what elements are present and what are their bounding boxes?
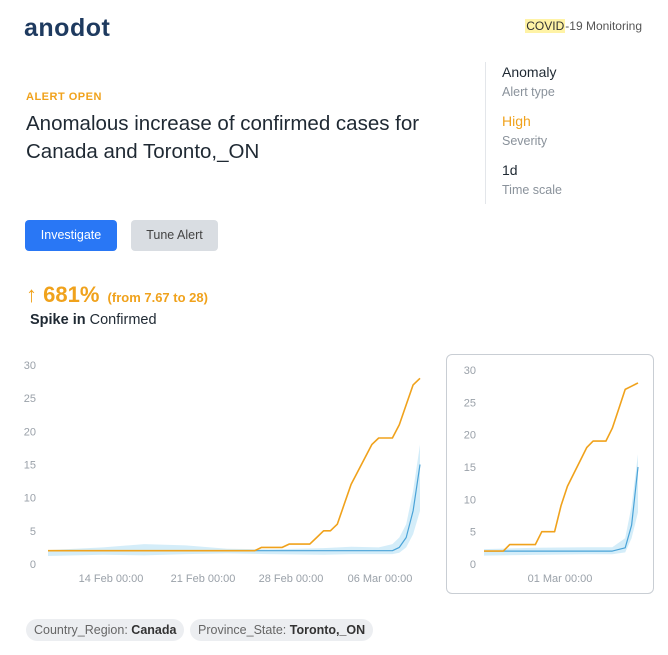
y-tick-label: 15 <box>24 460 36 472</box>
brand-name: anodot <box>24 14 111 42</box>
time-scale-value: 1d <box>502 162 518 178</box>
x-tick-label: 14 Feb 00:00 <box>79 573 144 585</box>
baseline-line <box>48 464 421 552</box>
tune-alert-button[interactable]: Tune Alert <box>131 220 218 251</box>
arrow-up-icon: ↑ <box>26 282 37 307</box>
context-highlight: COVID <box>525 19 566 33</box>
alert-type-value: Anomaly <box>502 64 557 80</box>
filter-chip-province[interactable]: Province_State: Toronto,_ON <box>190 619 374 641</box>
baseline-band <box>48 444 420 556</box>
filter-value: Toronto,_ON <box>289 623 366 637</box>
y-tick-label: 30 <box>464 365 476 377</box>
baseline-line <box>484 466 639 552</box>
spike-percent: 681% <box>43 282 100 307</box>
spike-caption-prefix: Spike in <box>30 312 86 328</box>
zoom-chart-frame[interactable] <box>446 354 654 594</box>
y-tick-label: 20 <box>464 430 476 442</box>
y-tick-label: 0 <box>470 559 476 571</box>
y-tick-label: 10 <box>24 493 36 505</box>
y-tick-label: 5 <box>470 527 476 539</box>
x-tick-label: 21 Feb 00:00 <box>171 573 236 585</box>
main-chart: 0 5 10 15 20 25 30 14 Feb 00:00 21 Feb 00:00 28 F… <box>24 360 421 585</box>
y-tick-label: 0 <box>30 559 36 571</box>
context-rest: -19 Monitoring <box>565 19 642 33</box>
x-tick-label: 28 Feb 00:00 <box>259 573 324 585</box>
y-tick-label: 5 <box>30 526 36 538</box>
y-tick-label: 10 <box>464 494 476 506</box>
y-tick-label: 30 <box>24 360 36 372</box>
spike-summary: ↑ 681% (from 7.67 to 28) <box>26 282 208 308</box>
x-tick-label: 06 Mar 00:00 <box>348 573 413 585</box>
alert-status: ALERT OPEN <box>26 91 102 103</box>
alert-type-label: Alert type <box>502 85 555 99</box>
spike-caption: Spike in Confirmed <box>30 312 157 328</box>
y-tick-label: 20 <box>24 426 36 438</box>
x-tick-label: 01 Mar 00:00 <box>528 573 593 585</box>
filter-key: Country_Region: <box>34 623 128 637</box>
confirmed-line <box>484 382 639 552</box>
alert-title: Anomalous increase of confirmed cases fo… <box>26 112 420 163</box>
filter-chip-country[interactable]: Country_Region: Canada <box>26 619 185 641</box>
spike-caption-metric: Confirmed <box>89 312 157 328</box>
time-scale-label: Time scale <box>502 183 562 197</box>
filter-value: Canada <box>131 623 177 637</box>
severity-value: High <box>502 113 531 129</box>
baseline-band <box>484 454 638 556</box>
dashboard-context: COVID-19 Monitoring <box>525 19 642 33</box>
y-tick-label: 15 <box>464 462 476 474</box>
meta-divider <box>485 62 486 204</box>
investigate-button[interactable]: Investigate <box>25 220 117 251</box>
y-tick-label: 25 <box>24 393 36 405</box>
spike-range: (from 7.67 to 28) <box>107 290 208 305</box>
severity-label: Severity <box>502 134 548 148</box>
y-tick-label: 25 <box>464 397 476 409</box>
confirmed-line <box>48 377 421 552</box>
anodot-logo: anodot <box>24 14 110 43</box>
zoom-chart: 0 5 10 15 20 25 30 01 Mar 00:00 <box>464 365 639 585</box>
filter-key: Province_State: <box>198 623 287 637</box>
